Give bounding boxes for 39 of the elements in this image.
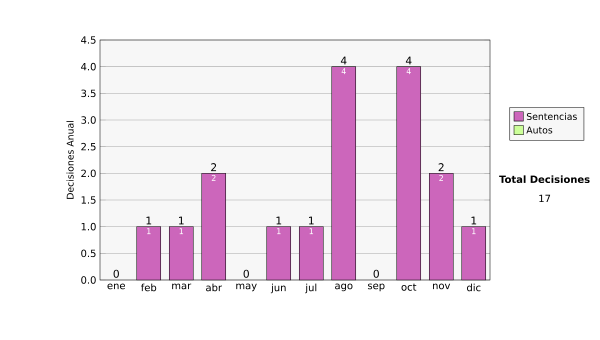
text: Total Decisiones (499, 175, 590, 184)
x-tick-label: oct (402, 284, 416, 291)
x-tick-label: jun (270, 284, 286, 294)
total-label: 0 (374, 270, 379, 278)
x-tick-label: may (236, 284, 257, 292)
legend-label: Sentencias (526, 112, 577, 120)
total-label: 1 (179, 216, 184, 224)
x-tick-label: feb (141, 284, 156, 292)
x-tick-label: abr (206, 284, 222, 292)
total-label: 1 (309, 216, 314, 224)
x-tick-label: sep (368, 284, 385, 292)
y-tick-label: 3.5 (81, 90, 96, 98)
y-tick-label: 0.5 (81, 250, 96, 258)
x-tick-label: mar (172, 284, 192, 290)
total-label: 2 (438, 163, 444, 172)
y-tick-label: 1.5 (82, 196, 96, 204)
y-tick-label: 2.5 (81, 142, 96, 150)
x-tick-label: ene (108, 284, 126, 290)
total-label: 1 (146, 216, 152, 224)
y-tick-label: 2.0 (81, 170, 96, 178)
total-label: 0 (244, 270, 249, 278)
total-label: 2 (211, 163, 216, 172)
total-label: 0 (114, 270, 119, 278)
y-axis-title: Decisiones Anual (66, 121, 74, 199)
total-label: 4 (406, 56, 412, 64)
y-tick-label: 0.0 (81, 276, 96, 284)
total-label: 1 (472, 216, 476, 224)
x-tick-label: jul (305, 284, 316, 294)
y-tick-label: 4.5 (81, 36, 96, 44)
total-label: 1 (276, 216, 282, 224)
x-tick-label: ago (335, 284, 352, 292)
x-tick-label: dic (467, 284, 480, 292)
total-label: 4 (340, 56, 347, 64)
y-tick-label: 3.0 (81, 116, 96, 124)
y-tick-label: 1.0 (82, 222, 96, 230)
text: 17 (539, 194, 550, 202)
y-tick-label: 4.0 (81, 62, 96, 70)
x-tick-label: nov (432, 284, 450, 290)
legend-label: Autos (526, 126, 552, 134)
